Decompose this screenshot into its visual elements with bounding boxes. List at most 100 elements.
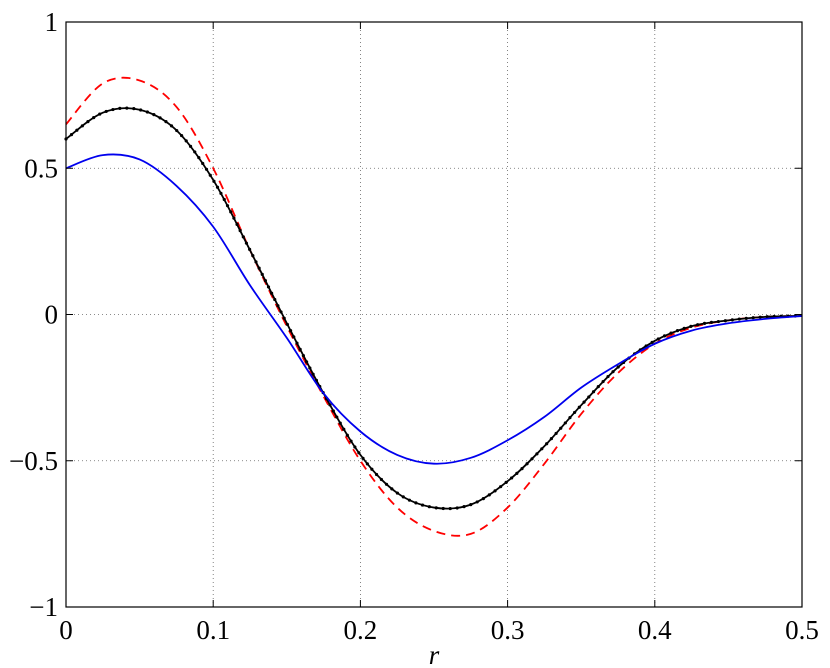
series-2-marker — [98, 112, 102, 116]
series-2-marker — [596, 385, 600, 389]
series-2-marker — [266, 285, 271, 289]
series-2-marker — [235, 222, 239, 226]
series-2-marker — [145, 110, 149, 114]
x-axis-label: r — [429, 640, 440, 668]
x-tick-label: 0.3 — [491, 615, 525, 645]
series-2-marker — [257, 266, 261, 270]
series-2-marker — [288, 329, 293, 333]
series-2-marker — [525, 462, 529, 466]
series-2-marker — [238, 229, 242, 233]
series-2-marker — [104, 109, 108, 114]
series-2-marker — [282, 316, 286, 320]
series-2-marker — [616, 365, 620, 369]
series-2-marker — [193, 150, 197, 154]
series-2-marker — [563, 421, 567, 425]
series-2-marker — [175, 128, 179, 133]
series-2-marker — [118, 106, 122, 111]
series-2-marker — [540, 447, 544, 451]
series-2-marker — [499, 485, 503, 489]
series-2-marker — [308, 366, 312, 370]
series-2-marker — [475, 500, 479, 504]
y-tick-label: 0 — [45, 300, 59, 330]
y-tick-label: 1 — [45, 7, 59, 37]
series-2-marker — [188, 144, 193, 148]
series-2-marker — [251, 254, 255, 258]
x-tick-label: 0.1 — [196, 615, 230, 645]
series-2-marker — [301, 353, 305, 358]
series-2-marker — [751, 316, 755, 320]
series-2-marker — [295, 341, 299, 345]
y-tick-label: 0.5 — [24, 153, 58, 183]
series-2-marker — [349, 439, 353, 443]
series-2-marker — [92, 116, 96, 120]
series-2-marker — [164, 120, 168, 124]
series-2-marker — [390, 487, 394, 491]
series-2-marker — [744, 316, 748, 320]
series-2-marker — [611, 370, 615, 374]
series-2-marker — [582, 400, 586, 404]
series-2-marker — [80, 124, 84, 128]
series-2-marker — [723, 319, 727, 323]
series-2-marker — [208, 173, 212, 177]
series-layer — [64, 76, 803, 537]
series-2-marker — [75, 128, 79, 132]
series-2-marker — [427, 505, 431, 509]
series-2-marker — [353, 445, 357, 449]
series-2-marker — [197, 156, 201, 160]
series-2-marker — [702, 321, 707, 325]
series-2-marker — [331, 409, 335, 413]
series-2-marker — [132, 107, 136, 111]
grid-lines — [66, 22, 802, 607]
series-2-marker — [606, 374, 610, 379]
series-2-marker — [395, 491, 400, 495]
series-2-marker — [225, 204, 230, 208]
series-2-marker — [545, 442, 549, 446]
series-2-marker — [244, 241, 249, 245]
series-2-marker — [342, 427, 346, 431]
series-2-marker — [180, 133, 184, 138]
series-2-marker — [222, 197, 226, 202]
series-2-marker — [384, 482, 389, 486]
series-2-marker — [139, 108, 143, 112]
y-tick-label: −0.5 — [9, 446, 58, 476]
x-tick-label: 0 — [59, 615, 73, 645]
series-2-marker — [462, 505, 466, 509]
series-2-marker — [530, 457, 534, 461]
series-2-marker — [689, 324, 693, 329]
series-2-marker — [215, 185, 220, 189]
series-line-3 — [65, 153, 803, 465]
series-2-marker — [675, 329, 680, 333]
series-2-marker — [184, 139, 188, 143]
series-2-marker — [407, 498, 412, 502]
series-2-marker — [730, 318, 734, 322]
series-2-marker — [285, 322, 289, 327]
series-2-marker — [260, 272, 264, 276]
series-2-marker — [577, 405, 581, 409]
series-2-marker — [86, 119, 90, 124]
series-2-marker — [401, 495, 405, 499]
series-2-marker — [169, 124, 174, 128]
series-2-marker — [716, 319, 721, 324]
series-2-marker — [370, 467, 374, 471]
series-2-marker — [345, 433, 349, 437]
series-2-marker — [535, 452, 539, 456]
series-2-marker — [509, 476, 514, 480]
series-2-marker — [568, 416, 572, 420]
y-tick-label: −1 — [29, 592, 58, 622]
series-2-marker — [357, 451, 361, 455]
series-2-marker — [158, 116, 162, 120]
series-2-marker — [591, 390, 596, 394]
series-2-marker — [338, 421, 342, 425]
series-2-marker — [204, 167, 209, 171]
series-2-marker — [328, 403, 332, 407]
series-2-marker — [263, 279, 267, 283]
series-2-marker — [765, 315, 769, 319]
series-2-marker — [201, 161, 205, 166]
series-2-marker — [420, 503, 425, 507]
series-2-marker — [758, 315, 762, 319]
series-2-marker — [125, 106, 129, 110]
series-2-marker — [212, 179, 216, 183]
series-2-marker — [559, 426, 563, 430]
series-2-marker — [601, 379, 605, 384]
series-2-marker — [520, 467, 524, 471]
